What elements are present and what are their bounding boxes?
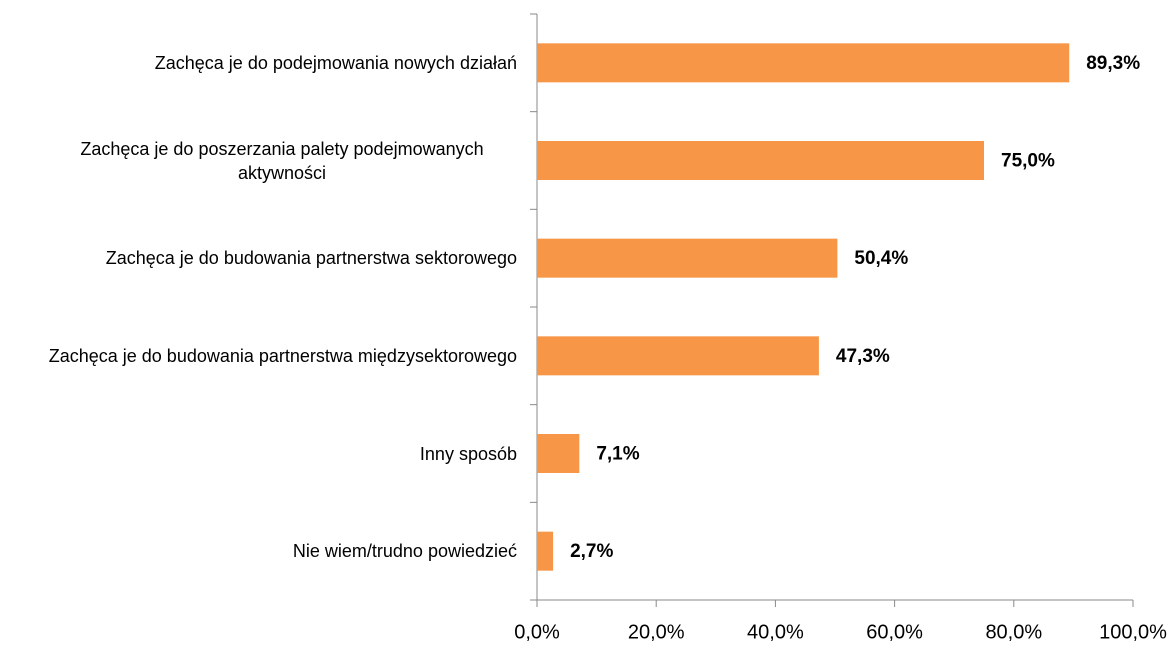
value-label: 7,1%	[596, 444, 639, 465]
category-label: Zachęca je do budowania partnerstwa sekt…	[105, 248, 517, 269]
category-label: Nie wiem/trudno powiedzieć	[292, 541, 517, 562]
category-label: Zachęca je do podejmowania nowych działa…	[154, 52, 517, 73]
value-label: 2,7%	[570, 541, 613, 562]
x-tick-label: 40,0%	[747, 621, 804, 643]
x-tick-label: 60,0%	[866, 621, 923, 643]
category-label: Inny sposób	[419, 443, 517, 464]
bar	[537, 336, 819, 376]
value-label: 75,0%	[1001, 151, 1055, 172]
x-tick-label: 100,0%	[1099, 621, 1167, 643]
bar	[537, 43, 1070, 83]
bar	[537, 238, 838, 278]
bar	[537, 141, 984, 180]
bar	[537, 531, 554, 571]
x-tick-label: 80,0%	[985, 621, 1042, 643]
category-label: Zachęca je do budowania partnerstwa międ…	[48, 345, 517, 366]
bar	[537, 434, 580, 473]
value-label: 47,3%	[836, 346, 890, 367]
x-tick-label: 0,0%	[514, 621, 560, 643]
value-label: 89,3%	[1086, 53, 1140, 74]
category-label: Zachęca je do poszerzania palety podejmo…	[80, 138, 484, 183]
x-tick-label: 20,0%	[628, 621, 685, 643]
value-label: 50,4%	[854, 248, 908, 269]
